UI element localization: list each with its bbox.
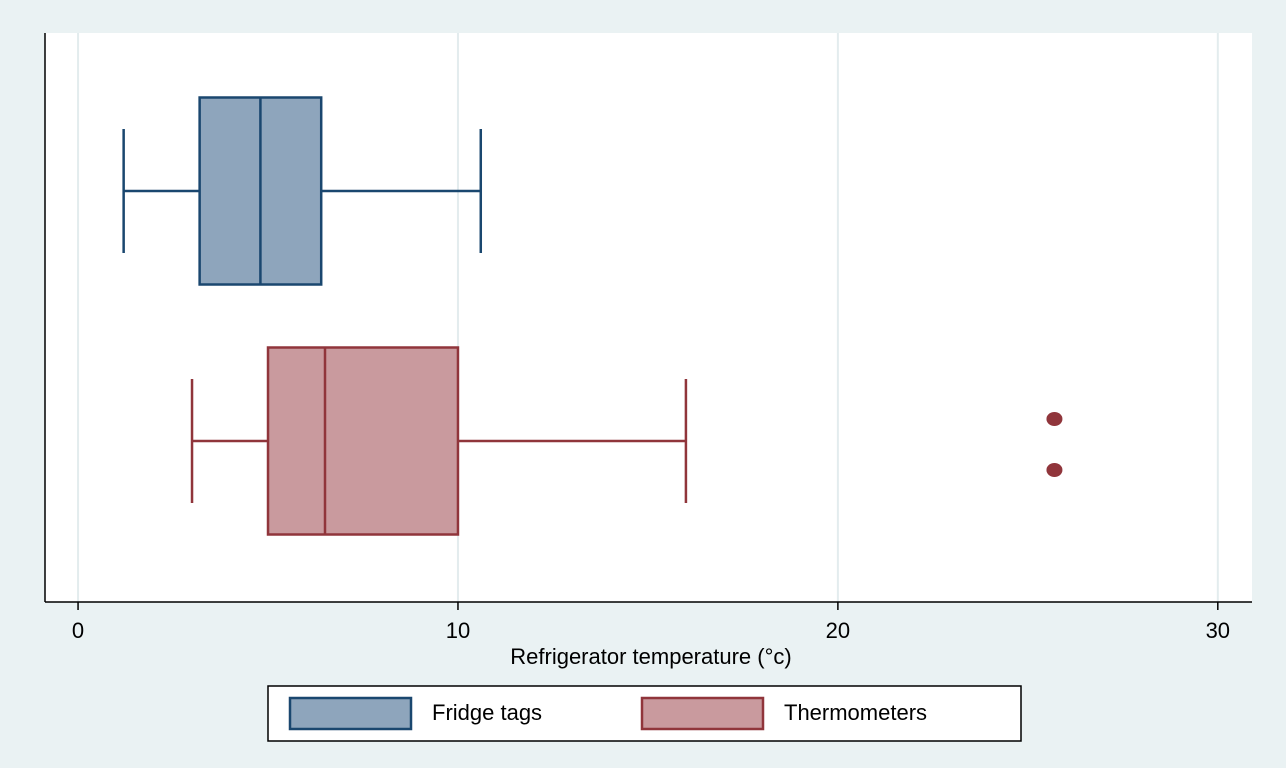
box (266, 346, 460, 536)
legend-label: Thermometers (784, 700, 927, 725)
outlier (1046, 463, 1063, 477)
x-tick-label: 10 (446, 618, 470, 643)
legend-swatch (640, 696, 765, 731)
x-tick-label: 20 (826, 618, 850, 643)
legend-swatch (288, 696, 413, 731)
x-tick-label: 0 (72, 618, 84, 643)
x-axis-label: Refrigerator temperature (°c) (510, 644, 791, 669)
legend-label: Fridge tags (432, 700, 542, 725)
outlier (1046, 412, 1063, 426)
x-tick-label: 30 (1206, 618, 1230, 643)
